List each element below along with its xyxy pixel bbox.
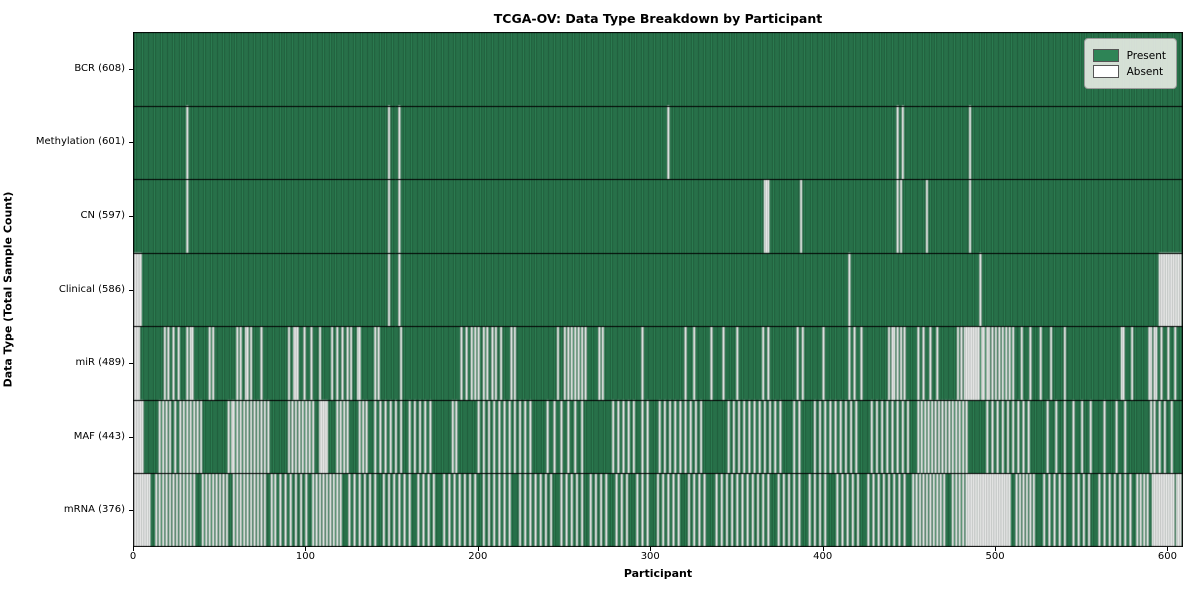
y-tick-mark <box>129 142 133 143</box>
chart-title: TCGA-OV: Data Type Breakdown by Particip… <box>493 11 823 26</box>
x-tick-label-400: 400 <box>813 551 833 562</box>
y-tick-mark <box>129 69 133 70</box>
y-tick-mark <box>129 437 133 438</box>
x-tick-mark <box>305 547 306 551</box>
legend-label: Present <box>1126 49 1166 62</box>
x-tick-mark <box>133 547 134 551</box>
x-tick-mark <box>478 547 479 551</box>
y-tick-label-mRNA: mRNA (376) <box>63 504 125 516</box>
y-tick-label-MAF: MAF (443) <box>73 430 125 442</box>
x-tick-label-500: 500 <box>985 551 1005 562</box>
x-tick-mark <box>650 547 651 551</box>
x-tick-label-200: 200 <box>468 551 488 562</box>
x-tick-label-0: 0 <box>129 551 137 562</box>
heatmap-canvas <box>133 32 1183 547</box>
legend-swatch-icon <box>1092 49 1119 62</box>
x-axis-label: Participant <box>623 567 693 580</box>
legend-item-present: Present <box>1092 49 1166 62</box>
y-tick-label-miR: miR (489) <box>75 357 125 369</box>
y-tick-label-BCR: BCR (608) <box>74 62 125 74</box>
x-tick-label-100: 100 <box>295 551 315 562</box>
x-tick-mark <box>995 547 996 551</box>
y-tick-label-Methylation: Methylation (601) <box>35 136 125 148</box>
plot-area: Present Absent <box>133 32 1183 547</box>
x-tick-mark <box>1167 547 1168 551</box>
y-tick-label-Clinical: Clinical (586) <box>58 283 125 295</box>
x-tick-label-600: 600 <box>1157 551 1178 562</box>
legend: Present Absent <box>1083 38 1177 89</box>
legend-swatch-icon <box>1092 65 1119 78</box>
y-tick-mark <box>129 363 133 364</box>
x-tick-label-300: 300 <box>640 551 660 562</box>
y-tick-mark <box>129 290 133 291</box>
x-tick-mark <box>823 547 824 551</box>
legend-label: Absent <box>1126 65 1164 78</box>
legend-item-absent: Absent <box>1092 65 1166 78</box>
y-tick-mark <box>129 216 133 217</box>
y-tick-mark <box>129 510 133 511</box>
y-tick-label-CN: CN (597) <box>80 209 125 221</box>
